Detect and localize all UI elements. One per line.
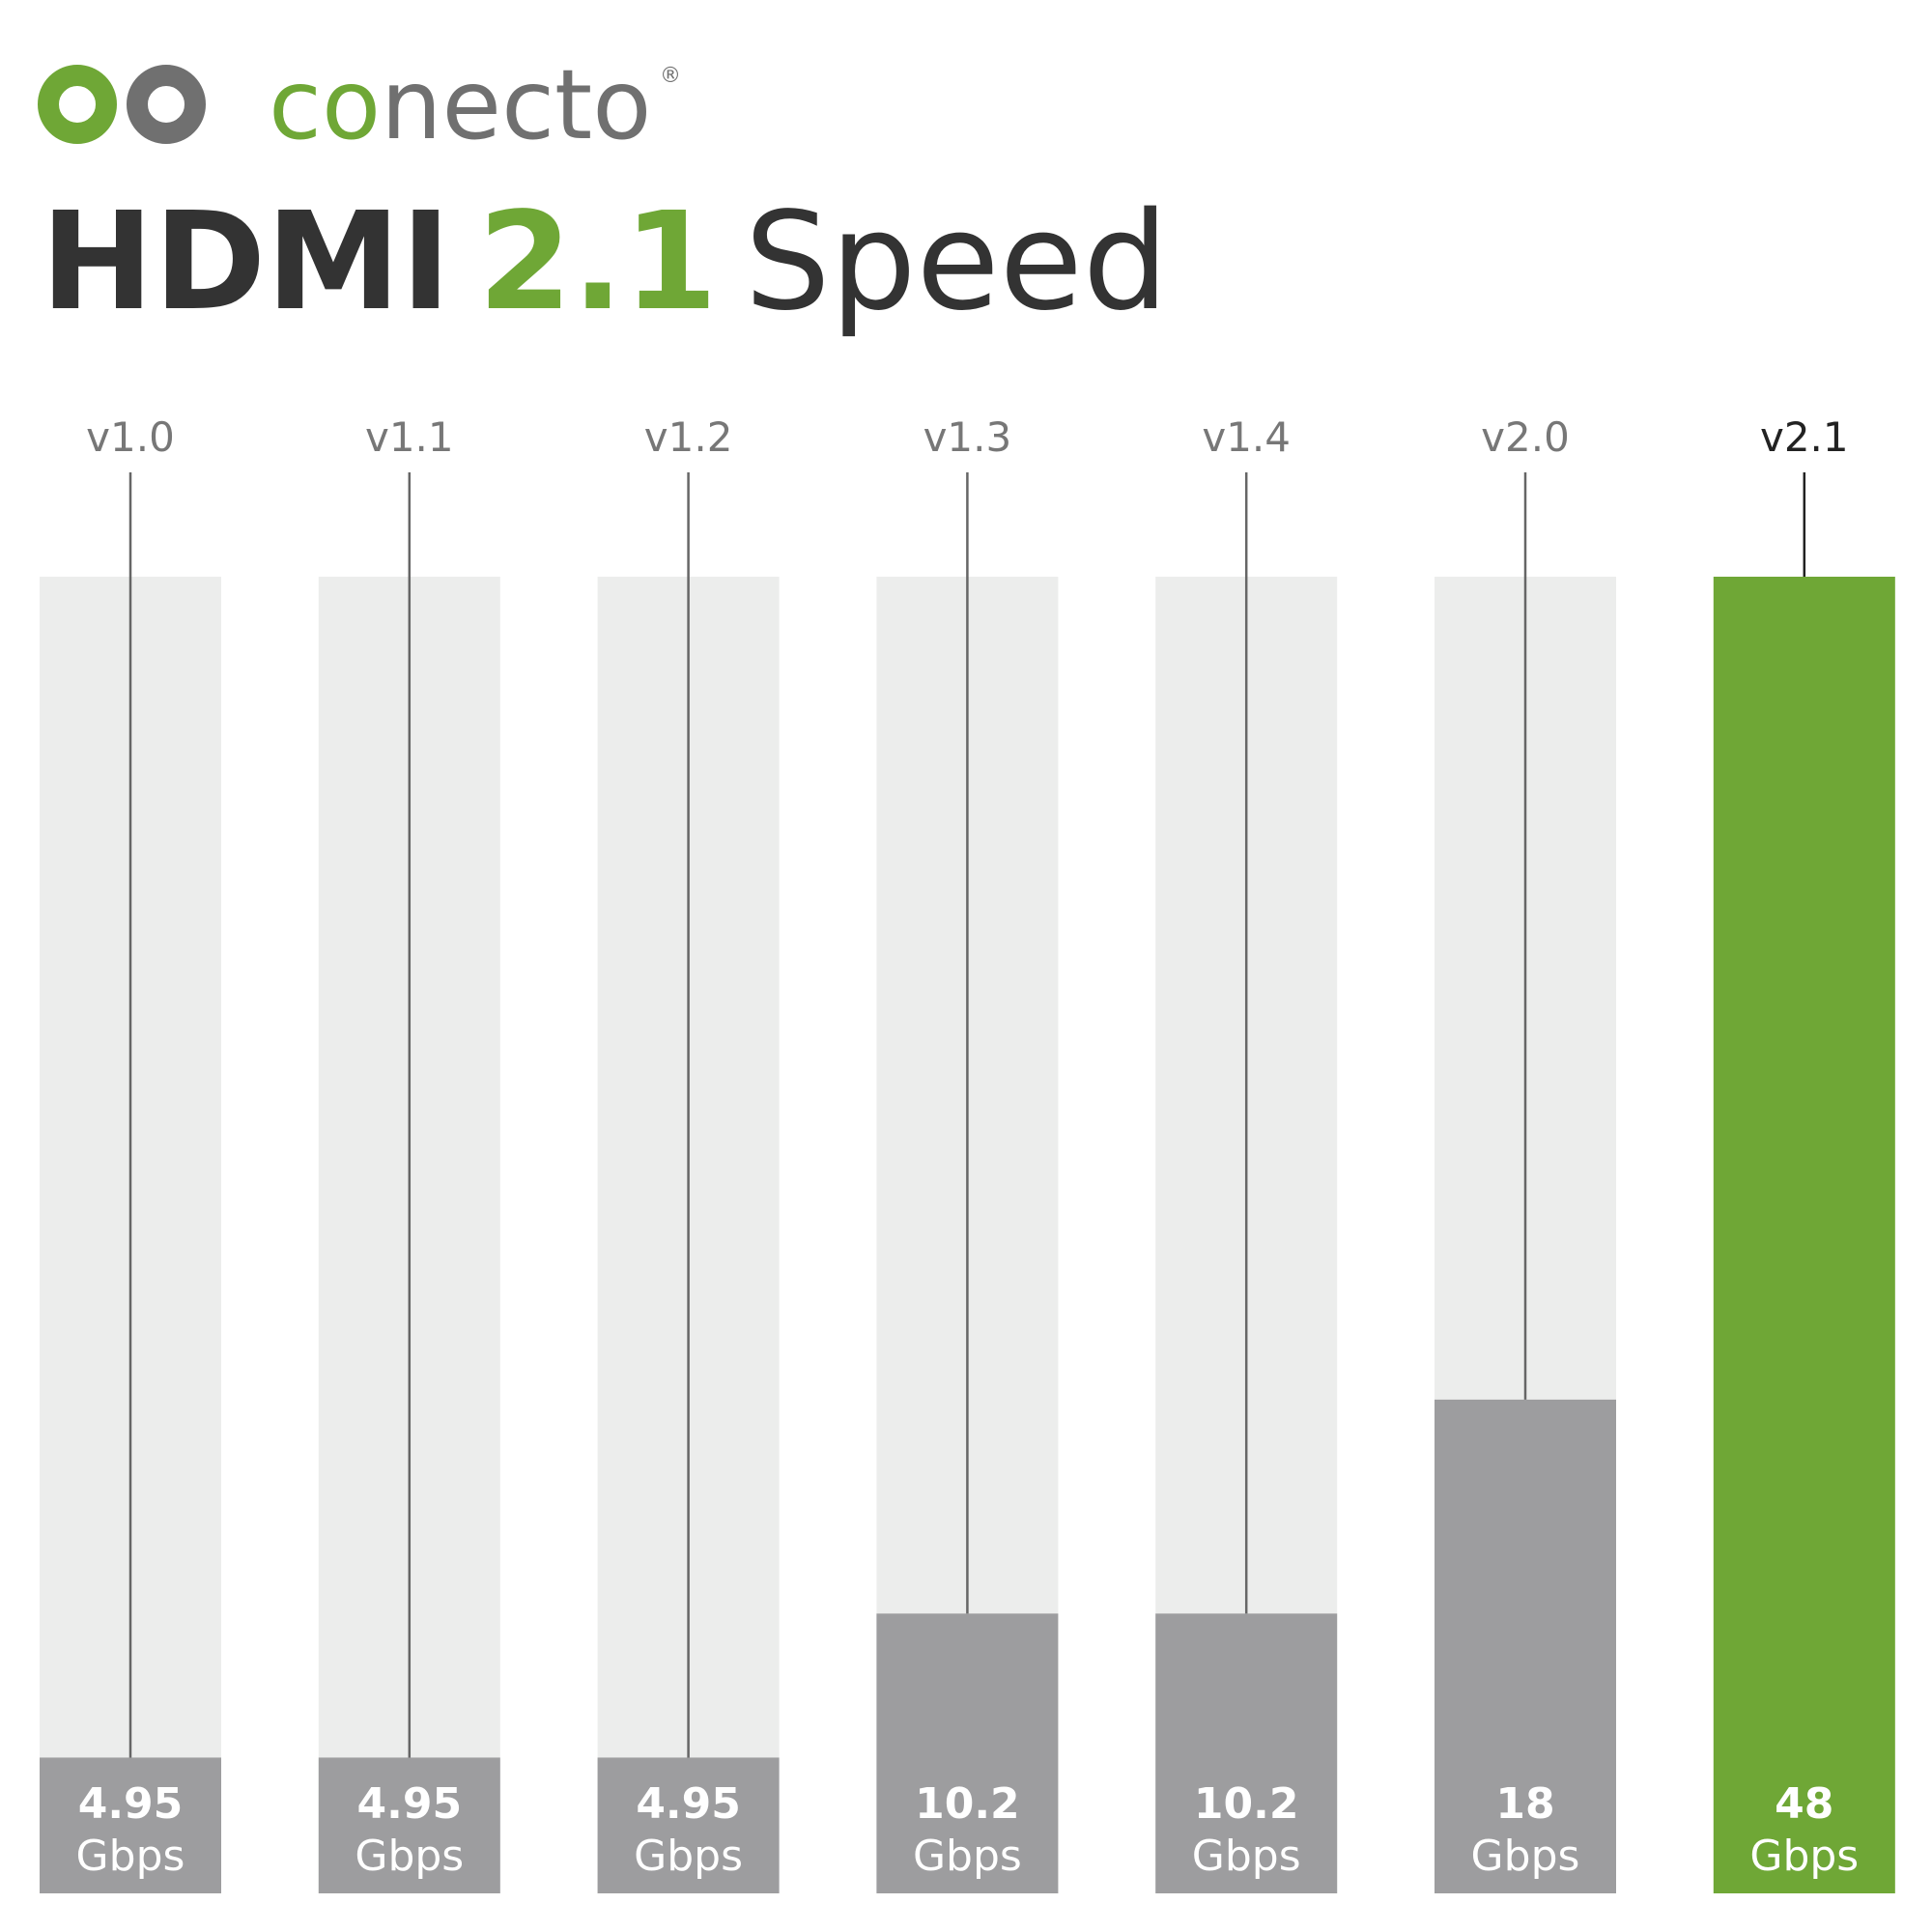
bar <box>1435 1399 1616 1893</box>
unit-label: Gbps <box>355 1832 464 1881</box>
x-tick-label: v1.0 <box>86 413 175 461</box>
value-label: 48 <box>1775 1779 1833 1829</box>
unit-label: Gbps <box>913 1832 1022 1881</box>
unit-label: Gbps <box>1749 1832 1859 1881</box>
logo-part: co <box>269 48 381 161</box>
x-tick-label: v1.1 <box>365 413 454 461</box>
unit-label: Gbps <box>76 1832 185 1881</box>
bar <box>597 1757 780 1893</box>
title-part: 2.1 <box>478 184 718 341</box>
chart-title: HDMI 2.1 Speed <box>41 184 1169 341</box>
x-tick-label: v1.4 <box>1202 413 1291 461</box>
value-label: 4.95 <box>636 1779 741 1829</box>
value-label: 10.2 <box>915 1779 1020 1829</box>
unit-label: Gbps <box>1192 1832 1301 1881</box>
bar <box>1155 1613 1338 1893</box>
x-tick-label: v2.1 <box>1760 413 1849 461</box>
bar <box>876 1613 1059 1893</box>
value-label: 10.2 <box>1194 1779 1299 1829</box>
logo-text: conecto <box>269 48 651 161</box>
title-part: HDMI <box>41 184 451 341</box>
bar <box>1713 577 1895 1893</box>
bar <box>318 1757 500 1893</box>
logo-part: necto <box>381 48 651 161</box>
value-label: 4.95 <box>78 1779 184 1829</box>
x-tick-label: v1.2 <box>644 413 733 461</box>
x-tick-label: v1.3 <box>923 413 1012 461</box>
value-label: 18 <box>1495 1779 1554 1829</box>
unit-label: Gbps <box>1471 1832 1580 1881</box>
value-label: 4.95 <box>357 1779 463 1829</box>
logo-icon <box>38 65 206 144</box>
bar <box>40 1757 221 1893</box>
unit-label: Gbps <box>634 1832 743 1881</box>
title-part: Speed <box>745 184 1169 341</box>
x-tick-label: v2.0 <box>1481 413 1570 461</box>
logo-mark: ® <box>660 64 681 88</box>
